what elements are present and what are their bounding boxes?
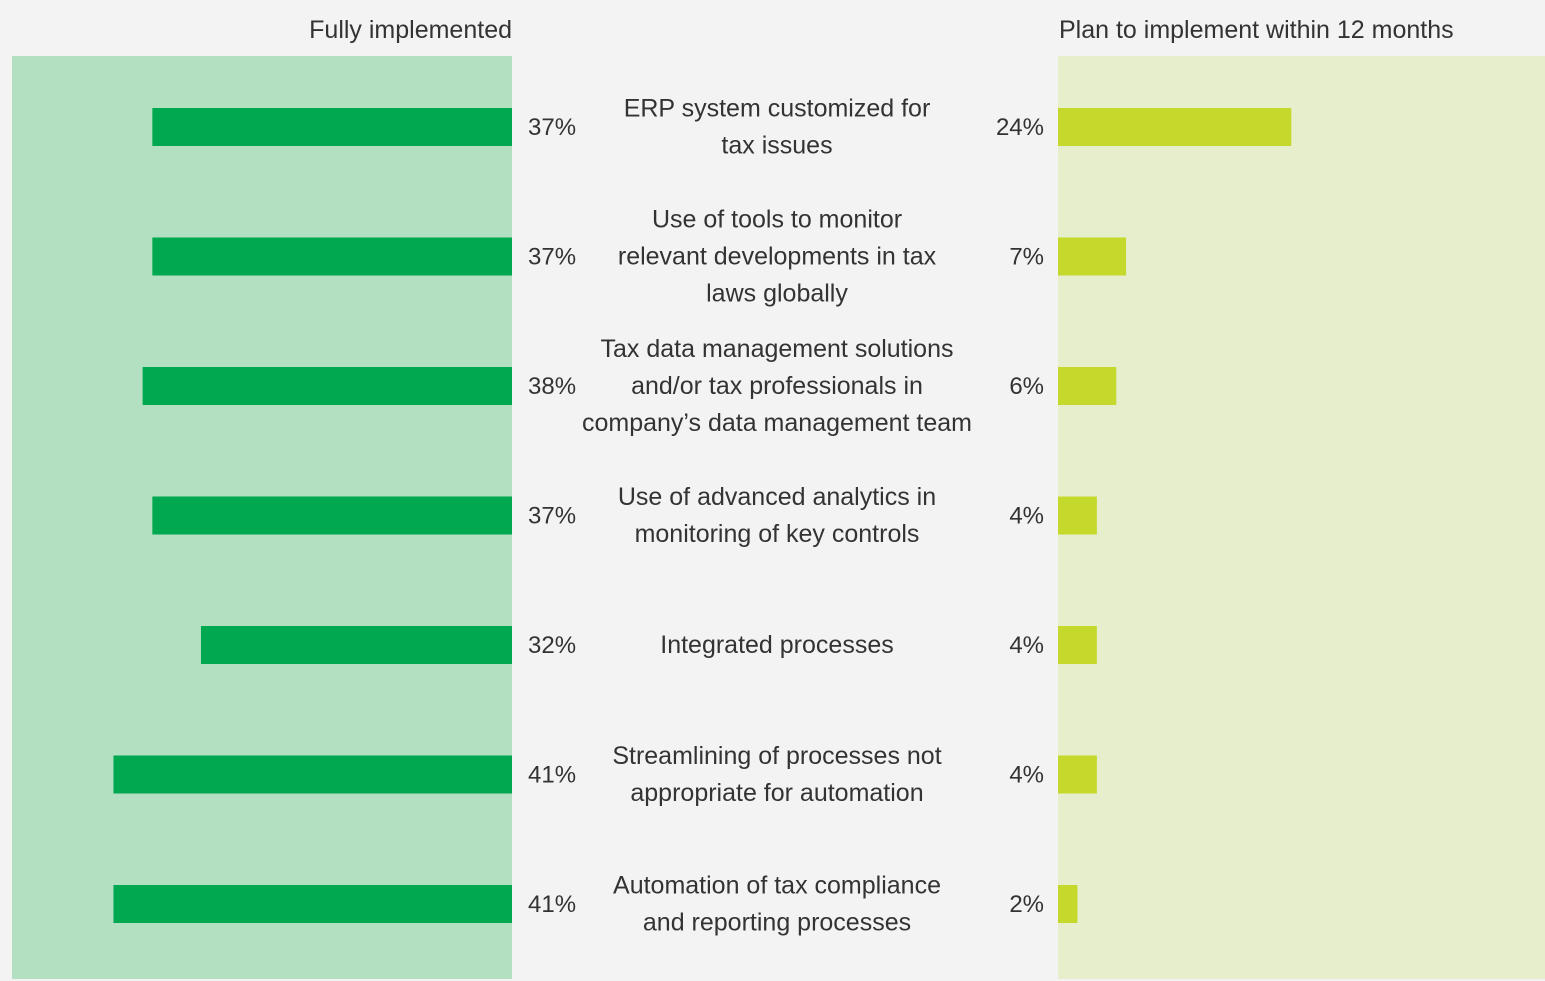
value-label-fully-implemented: 41%: [528, 891, 576, 918]
right-panel-background: [1058, 56, 1545, 979]
category-label-line: Integrated processes: [660, 631, 893, 659]
value-label-plan-to-implement: 7%: [1009, 244, 1044, 271]
value-label-fully-implemented: 41%: [528, 762, 576, 789]
bar-plan-to-implement: [1058, 237, 1127, 276]
category-label: Tax data management solutions and/or tax …: [582, 335, 972, 437]
category-label-line: Automation of tax compliance: [613, 872, 941, 900]
value-label-plan-to-implement: 24%: [996, 114, 1044, 141]
bar-plan-to-implement: [1058, 755, 1097, 794]
value-label-plan-to-implement: 6%: [1009, 373, 1044, 400]
bar-plan-to-implement: [1058, 626, 1097, 664]
bar-fully-implemented: [200, 626, 512, 664]
category-label-line: Use of advanced analytics in: [618, 483, 936, 511]
category-label: ERP system customized for tax issues: [624, 95, 931, 160]
bar-plan-to-implement: [1058, 496, 1097, 535]
value-label-plan-to-implement: 4%: [1009, 632, 1044, 659]
bar-plan-to-implement: [1058, 108, 1292, 146]
category-label-line: ERP system customized for: [624, 95, 931, 123]
series-header-plan-to-implement: Plan to implement within 12 months: [1059, 16, 1454, 44]
category-label: Integrated processes: [660, 631, 893, 659]
bar-plan-to-implement: [1058, 885, 1078, 923]
value-label-fully-implemented: 32%: [528, 632, 576, 659]
value-label-fully-implemented: 37%: [528, 114, 576, 141]
category-label-line: appropriate for automation: [630, 779, 923, 807]
category-label-line: monitoring of key controls: [635, 520, 920, 548]
bar-fully-implemented: [142, 367, 512, 405]
category-label: Streamlining of processes not appropriate…: [612, 742, 941, 807]
category-label: Use of advanced analytics in monitoring o…: [618, 483, 936, 548]
category-label-line: relevant developments in tax: [618, 243, 937, 271]
bar-fully-implemented: [152, 108, 513, 146]
series-header-fully-implemented: Fully implemented: [309, 16, 512, 44]
category-label: Automation of tax compliance and reportin…: [613, 872, 941, 937]
bar-plan-to-implement: [1058, 367, 1117, 405]
value-label-plan-to-implement: 2%: [1009, 891, 1044, 918]
value-label-fully-implemented: 38%: [528, 373, 576, 400]
category-label-line: tax issues: [721, 132, 832, 160]
category-label-line: Tax data management solutions: [601, 335, 954, 363]
category-label-line: and reporting processes: [643, 909, 911, 937]
value-label-plan-to-implement: 4%: [1009, 503, 1044, 530]
bar-fully-implemented: [113, 885, 512, 923]
category-label-line: company’s data management team: [582, 409, 972, 437]
value-label-plan-to-implement: 4%: [1009, 762, 1044, 789]
category-label-line: and/or tax professionals in: [631, 372, 923, 400]
category-label-line: Use of tools to monitor: [652, 206, 902, 234]
category-label-line: Streamlining of processes not: [612, 742, 941, 770]
value-label-fully-implemented: 37%: [528, 244, 576, 271]
bar-fully-implemented: [152, 496, 513, 535]
category-label-line: laws globally: [706, 280, 848, 308]
bar-fully-implemented: [113, 755, 512, 794]
bar-fully-implemented: [152, 237, 513, 276]
value-label-fully-implemented: 37%: [528, 503, 576, 530]
category-label: Use of tools to monitor relevant developm…: [618, 206, 937, 308]
